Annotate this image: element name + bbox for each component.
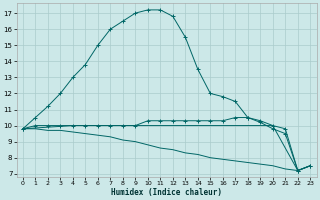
X-axis label: Humidex (Indice chaleur): Humidex (Indice chaleur): [111, 188, 222, 197]
